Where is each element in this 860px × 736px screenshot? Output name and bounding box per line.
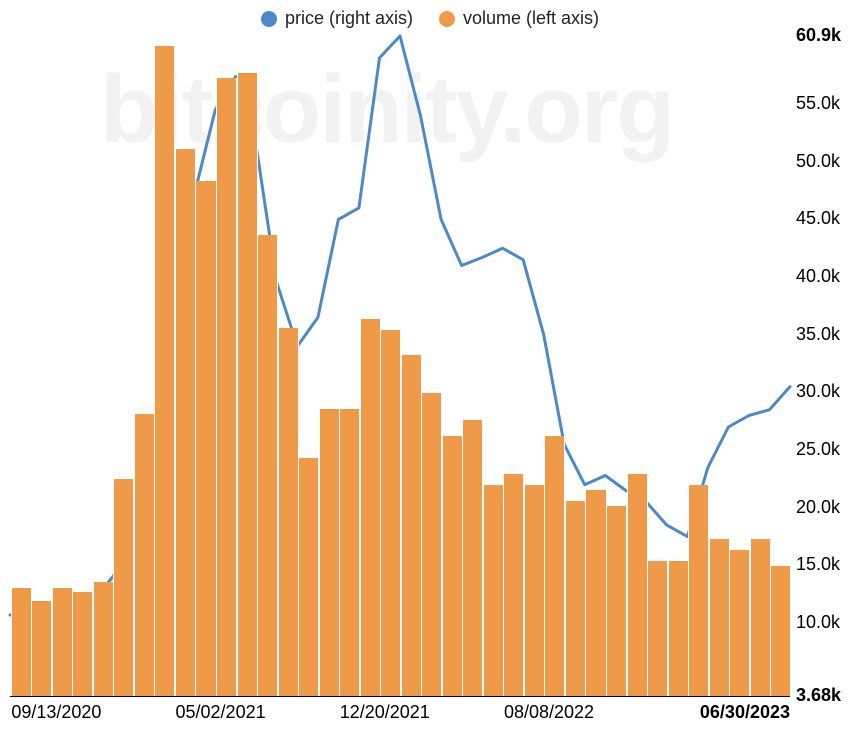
volume-bar [729, 550, 750, 696]
volume-bar [503, 474, 524, 696]
volume-bar [544, 436, 565, 696]
volume-bar [195, 181, 216, 696]
volume-bar [770, 566, 791, 696]
volume-bar [585, 490, 606, 696]
volume-bar [134, 414, 155, 696]
plot-area [10, 36, 790, 696]
legend-label-price: price (right axis) [285, 8, 413, 29]
x-tick-label: 09/13/2020 [11, 702, 101, 723]
y-tick-label: 35.0k [796, 324, 840, 345]
x-tick-label: 12/20/2021 [340, 702, 430, 723]
volume-bar [401, 355, 422, 696]
volume-bar [93, 582, 114, 696]
volume-bar [31, 601, 52, 696]
volume-bar [524, 485, 545, 696]
volume-bar [298, 458, 319, 696]
y-tick-label: 55.0k [796, 93, 840, 114]
volume-bar [668, 561, 689, 696]
volume-bar [216, 78, 237, 696]
legend: price (right axis) volume (left axis) [0, 8, 860, 29]
x-tick-label: 05/02/2021 [176, 702, 266, 723]
y-tick-label: 25.0k [796, 439, 840, 460]
y-tick-label: 3.68k [796, 685, 841, 706]
y-tick-label: 45.0k [796, 208, 840, 229]
y-tick-label: 60.9k [796, 25, 841, 46]
volume-bar [627, 474, 648, 696]
y-tick-label: 50.0k [796, 151, 840, 172]
y-tick-label: 20.0k [796, 497, 840, 518]
y-tick-label: 10.0k [796, 612, 840, 633]
volume-bar [52, 588, 73, 696]
volume-bar [380, 330, 401, 696]
volume-bar [565, 501, 586, 696]
price-volume-chart: price (right axis) volume (left axis) bi… [0, 0, 860, 736]
y-tick-label: 30.0k [796, 381, 840, 402]
volume-bar [154, 46, 175, 696]
volume-bar [175, 149, 196, 696]
volume-bar [462, 420, 483, 696]
y-tick-label: 15.0k [796, 554, 840, 575]
volume-bar [709, 539, 730, 696]
volume-bar [442, 436, 463, 696]
x-axis-line [10, 696, 790, 697]
volume-bar [113, 479, 134, 696]
volume-bar [360, 319, 381, 696]
volume-bar [750, 539, 771, 696]
volume-bar [339, 409, 360, 696]
volume-bar [237, 73, 258, 696]
x-tick-label: 06/30/2023 [700, 702, 790, 723]
volume-bar [483, 485, 504, 696]
volume-bar [319, 409, 340, 696]
legend-item-price: price (right axis) [261, 8, 413, 29]
volume-bar [647, 561, 668, 696]
legend-label-volume: volume (left axis) [463, 8, 599, 29]
volume-bar [11, 588, 32, 696]
volume-bar [72, 592, 93, 696]
legend-item-volume: volume (left axis) [439, 8, 599, 29]
x-tick-label: 08/08/2022 [504, 702, 594, 723]
volume-bar [421, 393, 442, 696]
volume-bar [688, 485, 709, 696]
legend-swatch-volume [439, 11, 455, 27]
y-tick-label: 40.0k [796, 266, 840, 287]
legend-swatch-price [261, 11, 277, 27]
volume-bar [278, 328, 299, 696]
volume-bar [257, 235, 278, 696]
volume-bar [606, 506, 627, 696]
